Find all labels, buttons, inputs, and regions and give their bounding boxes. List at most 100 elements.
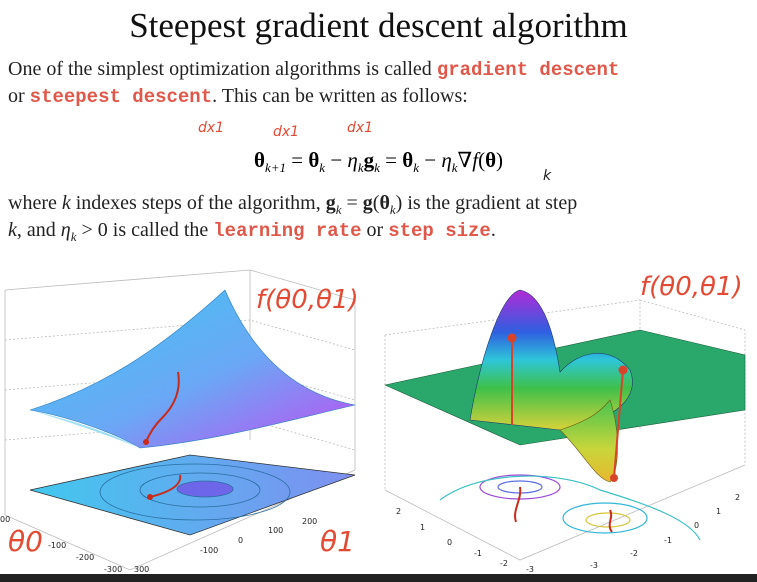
text-run: gradient descent bbox=[437, 59, 619, 81]
text-run: − bbox=[419, 148, 441, 172]
contour bbox=[176, 480, 234, 498]
run-text: > 0 is called the bbox=[76, 219, 214, 241]
subscript: k bbox=[413, 160, 419, 176]
text-run: θk bbox=[308, 148, 325, 175]
title: Steepest gradient descent algorithm bbox=[129, 6, 628, 45]
subscript: k+1 bbox=[264, 160, 286, 176]
text-run: = bbox=[380, 148, 402, 172]
run-text: . This can be written as follows: bbox=[212, 85, 468, 107]
text-run: gk bbox=[363, 148, 380, 175]
contours bbox=[439, 474, 701, 541]
text-run: ηk bbox=[441, 148, 457, 175]
run-text: = bbox=[379, 148, 403, 172]
text-line: where k indexes steps of the algorithm, … bbox=[8, 192, 577, 218]
text-run: step size bbox=[388, 220, 491, 242]
formula: θk+1 = θk − ηkgk = θk − ηk∇f(θ) bbox=[0, 148, 757, 176]
run-text: g bbox=[363, 148, 375, 172]
annotation: k bbox=[543, 168, 552, 184]
descent-path bbox=[514, 486, 613, 533]
contour bbox=[99, 463, 291, 521]
run-text: learning rate bbox=[213, 220, 362, 242]
tick-label: -1 bbox=[474, 549, 482, 558]
tick-label: -100 bbox=[200, 546, 218, 555]
right-ticks: 2 1 0 -1 -2 -3 2 1 0 -1 -2 -3 bbox=[396, 493, 740, 574]
run-text: θ bbox=[379, 192, 390, 214]
tick-label: -3 bbox=[526, 565, 534, 574]
tick-label: 0 bbox=[238, 536, 243, 545]
run-text: ( bbox=[478, 148, 486, 172]
descent-point bbox=[143, 439, 149, 445]
tick-label: -100 bbox=[48, 541, 66, 550]
annotation: f(θ0,θ1) bbox=[256, 285, 359, 315]
tick-label: 1 bbox=[420, 523, 425, 532]
annotation: dx1 bbox=[347, 120, 374, 136]
text-run: ∇ bbox=[458, 148, 473, 172]
bottom-bar bbox=[0, 574, 757, 582]
run-text: g bbox=[362, 192, 373, 214]
text-run: − bbox=[325, 148, 347, 172]
run-text: θ bbox=[402, 148, 414, 172]
run-text: = bbox=[341, 192, 363, 214]
run-text: k bbox=[8, 219, 17, 241]
text-run: ηk bbox=[347, 148, 363, 175]
text-run: = bbox=[341, 192, 362, 214]
tick-label: 00 bbox=[0, 515, 10, 524]
tick-label: -2 bbox=[500, 559, 508, 568]
text-run: where bbox=[8, 192, 62, 214]
tick-label: 1 bbox=[716, 507, 721, 516]
run-text: θ bbox=[253, 148, 265, 172]
run-text: η bbox=[60, 219, 71, 241]
descent-point bbox=[147, 494, 153, 500]
run-text: steepest descent bbox=[29, 86, 213, 108]
run-text: ( bbox=[372, 192, 380, 214]
run-text: θ bbox=[308, 148, 320, 172]
text-run: ) is the gradient at step bbox=[396, 192, 578, 214]
run-text: step size bbox=[388, 220, 491, 242]
run-text: or bbox=[8, 85, 30, 107]
text-run: k bbox=[62, 192, 71, 214]
text-run: . This can be written as follows: bbox=[212, 85, 468, 107]
tick-label: -200 bbox=[76, 553, 94, 562]
annotation: θ1 bbox=[320, 525, 355, 558]
run-text: k bbox=[61, 192, 71, 214]
text-run: ( bbox=[373, 192, 380, 214]
left-ticks: 00 -100 -200 -300 300 -100 0 100 200 bbox=[0, 515, 317, 574]
text-run: θk bbox=[402, 148, 419, 176]
text-run: g bbox=[363, 192, 373, 214]
run-text: θ bbox=[485, 148, 497, 172]
text-run: f bbox=[472, 148, 478, 172]
run-text: ∇ bbox=[457, 148, 473, 172]
text-run: or bbox=[362, 219, 389, 241]
subscript: k bbox=[335, 202, 342, 217]
subscript: k bbox=[70, 229, 77, 244]
text-run: ( bbox=[478, 148, 485, 172]
run-text: . bbox=[490, 219, 496, 241]
tick-label: -2 bbox=[630, 549, 638, 558]
text-run: θk bbox=[379, 192, 395, 217]
run-text: − bbox=[419, 148, 442, 172]
text-run: θ bbox=[485, 148, 496, 172]
run-text: η bbox=[441, 148, 452, 172]
text-run: θk+1 bbox=[253, 148, 286, 176]
text-run: . bbox=[491, 219, 496, 241]
run-text: η bbox=[347, 148, 358, 172]
annotation: θ0 bbox=[8, 525, 43, 558]
text-run: steepest descent bbox=[30, 86, 212, 108]
text-run: , and bbox=[17, 219, 61, 241]
contour bbox=[139, 472, 261, 508]
tick-label: 100 bbox=[268, 526, 283, 535]
text-run: > 0 is called the bbox=[76, 219, 213, 241]
tick-label: 300 bbox=[134, 565, 149, 574]
text-run: gk bbox=[326, 192, 342, 217]
annotation: f(θ0,θ1) bbox=[640, 272, 743, 302]
tick-label: 200 bbox=[302, 517, 317, 526]
text-run: One of the simplest optimization algorit… bbox=[8, 58, 437, 80]
tick-label: -300 bbox=[104, 565, 122, 574]
peak-surface bbox=[469, 289, 633, 431]
text-run: ) bbox=[496, 148, 503, 172]
tick-label: 2 bbox=[396, 507, 401, 516]
tick-label: 2 bbox=[735, 493, 740, 502]
run-text: or bbox=[361, 219, 389, 241]
tick-label: 0 bbox=[694, 521, 699, 530]
